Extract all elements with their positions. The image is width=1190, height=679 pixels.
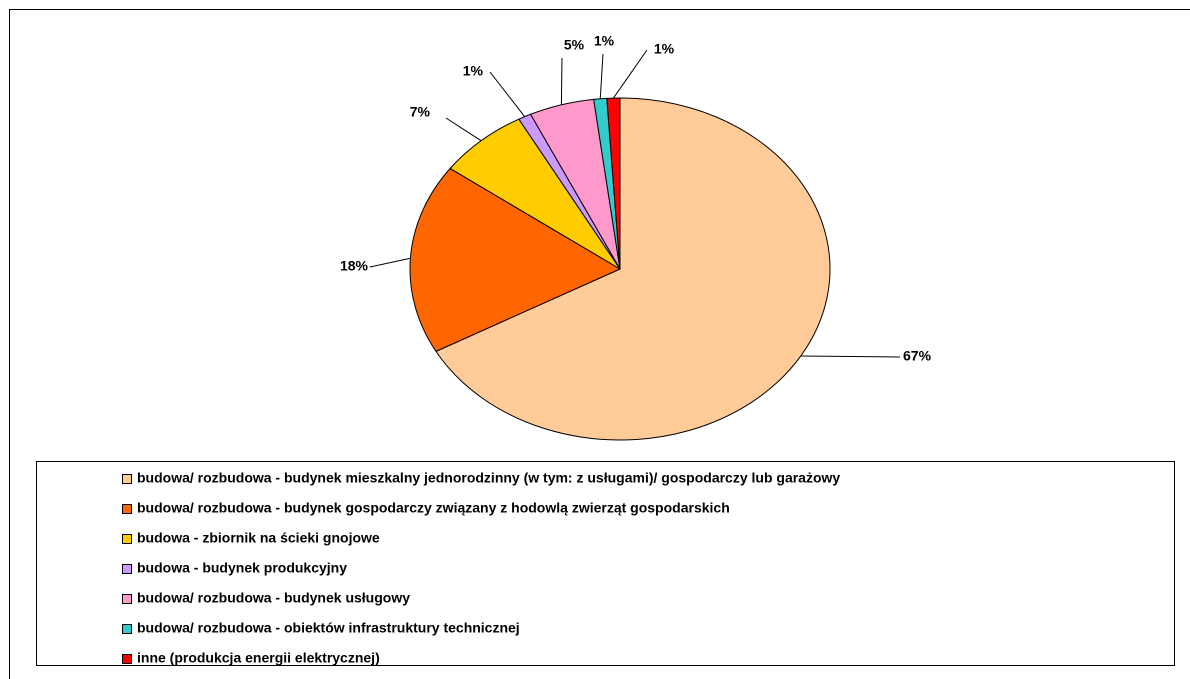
data-label: 1% xyxy=(594,33,615,49)
legend-label: budowa - budynek produkcyjny xyxy=(137,560,347,576)
legend-label: inne (produkcja energii elektrycznej) xyxy=(137,650,380,666)
data-label: 67% xyxy=(903,348,932,364)
leader-line xyxy=(445,117,482,142)
legend-swatch xyxy=(122,504,132,514)
legend-swatch xyxy=(122,624,132,634)
leader-line xyxy=(369,257,411,268)
leader-line xyxy=(800,355,901,358)
legend-label: budowa/ rozbudowa - budynek gospodarczy … xyxy=(137,500,730,516)
legend-label: budowa/ rozbudowa - budynek usługowy xyxy=(137,590,410,606)
legend-swatch xyxy=(122,594,132,604)
data-label: 1% xyxy=(654,41,675,57)
leader-line xyxy=(599,53,604,99)
leader-line xyxy=(489,71,526,117)
legend-swatch xyxy=(122,534,132,544)
data-label: 1% xyxy=(463,63,484,79)
legend-label: budowa - zbiornik na ścieki gnojowe xyxy=(137,530,380,546)
legend-swatch xyxy=(122,654,132,664)
legend-label: budowa/ rozbudowa - obiektów infrastrukt… xyxy=(137,620,520,636)
leader-line xyxy=(612,49,648,99)
legend-label: budowa/ rozbudowa - budynek mieszkalny j… xyxy=(137,470,840,486)
legend-box xyxy=(36,461,1175,666)
data-label: 7% xyxy=(410,104,431,120)
legend-swatch xyxy=(122,564,132,574)
leader-line xyxy=(560,57,563,105)
data-label: 5% xyxy=(564,37,585,53)
legend-swatch xyxy=(122,474,132,484)
data-label: 18% xyxy=(340,258,369,274)
